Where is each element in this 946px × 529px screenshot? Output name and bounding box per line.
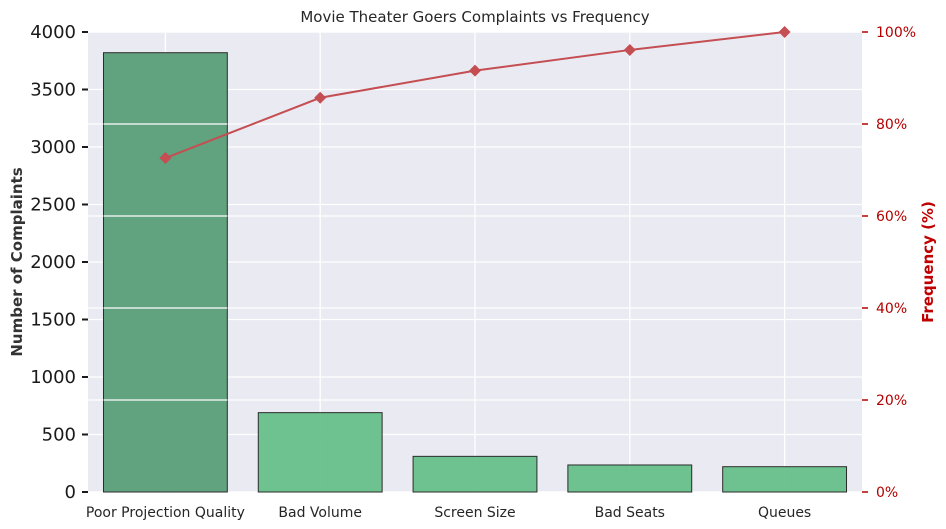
x-tick-label: Poor Projection Quality — [86, 505, 245, 521]
x-tick-label: Queues — [758, 505, 811, 521]
left-tick-label: 2000 — [30, 252, 76, 273]
bar — [257, 412, 383, 493]
left-tick-label: 2500 — [30, 195, 76, 216]
line-marker — [314, 91, 327, 104]
left-tick-label: 1000 — [30, 367, 76, 388]
left-tick-label: 1500 — [30, 310, 76, 331]
right-tick-label: 60% — [876, 209, 907, 225]
bar — [722, 466, 848, 493]
left-y-axis: 0 500 1000 1500 2000 2500 3000 3500 4000 — [30, 22, 88, 503]
right-y-axis-label: Frequency (%) — [919, 201, 937, 323]
left-tick-label: 500 — [42, 425, 76, 446]
right-tick-label: 40% — [876, 301, 907, 317]
bar — [102, 52, 228, 493]
line-marker — [623, 43, 636, 56]
line-marker — [159, 152, 172, 165]
bar — [412, 455, 538, 493]
left-tick-label: 4000 — [30, 22, 76, 43]
x-tick-label: Bad Seats — [595, 505, 665, 521]
x-tick-label: Screen Size — [434, 505, 515, 521]
bars — [102, 52, 848, 493]
left-tick-label: 0 — [65, 482, 76, 503]
right-y-axis: 0% 20% 40% 60% 80% 100% — [862, 25, 916, 501]
bar — [567, 464, 693, 493]
left-tick-label: 3500 — [30, 80, 76, 101]
right-tick-label: 20% — [876, 393, 907, 409]
left-y-axis-label: Number of Complaints — [8, 167, 26, 356]
line-marker — [469, 64, 481, 77]
x-axis: Poor Projection Quality Bad Volume Screen … — [86, 505, 811, 521]
right-tick-label: 0% — [876, 485, 898, 501]
right-tick-label: 100% — [876, 25, 916, 41]
x-tick-label: Bad Volume — [278, 505, 362, 521]
cumulative-line — [159, 26, 791, 165]
line-marker — [778, 26, 791, 38]
chart-title: Movie Theater Goers Complaints vs Freque… — [300, 8, 649, 26]
left-tick-label: 3000 — [30, 137, 76, 158]
right-tick-label: 80% — [876, 117, 907, 133]
